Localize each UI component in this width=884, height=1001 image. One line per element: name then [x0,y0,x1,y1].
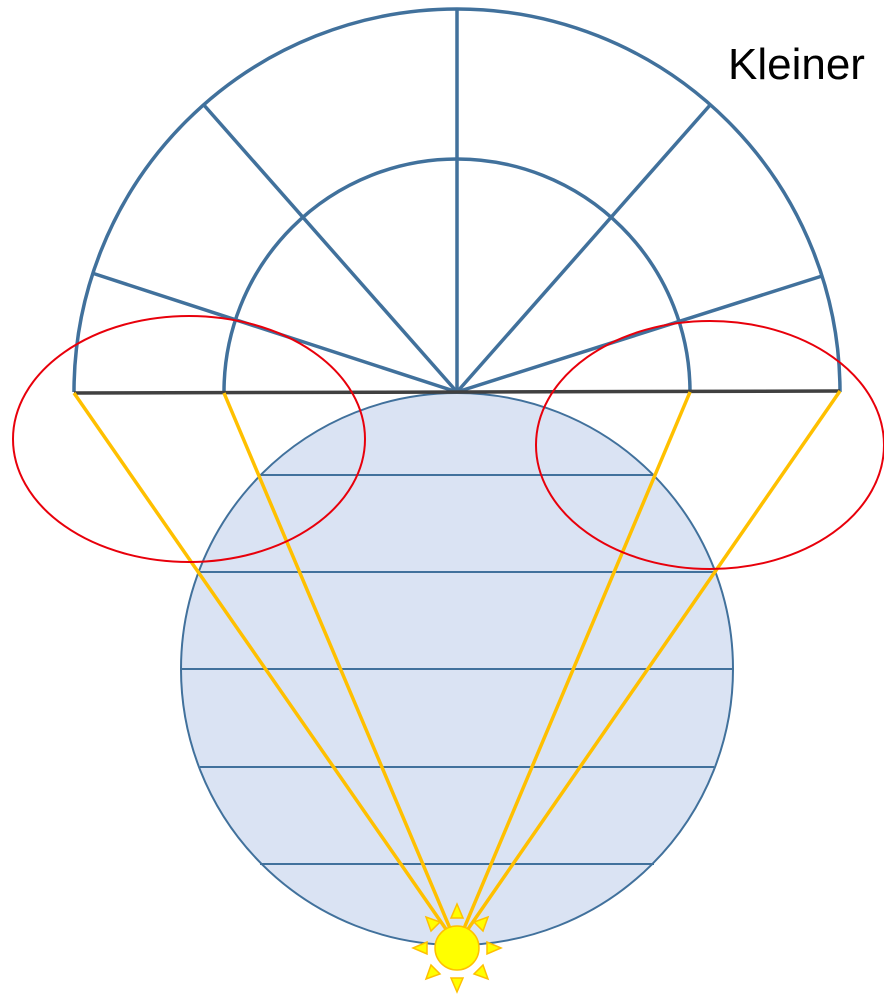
sun-icon [411,902,503,994]
radial-line [201,102,459,394]
globe-latitude-lines [181,474,733,865]
ray [222,392,459,946]
highlight-ellipses [12,315,884,570]
ray [455,391,692,946]
ray [72,392,459,946]
left-highlight-ellipse [12,315,366,563]
right-highlight-ellipse [535,320,884,570]
radial-line [455,102,713,394]
projection-grid [72,7,842,394]
caption-label: Kleiner [728,40,865,89]
ray [455,390,842,946]
radial-line [456,274,823,394]
projection-plane [73,389,841,395]
projection-rays [72,390,842,946]
